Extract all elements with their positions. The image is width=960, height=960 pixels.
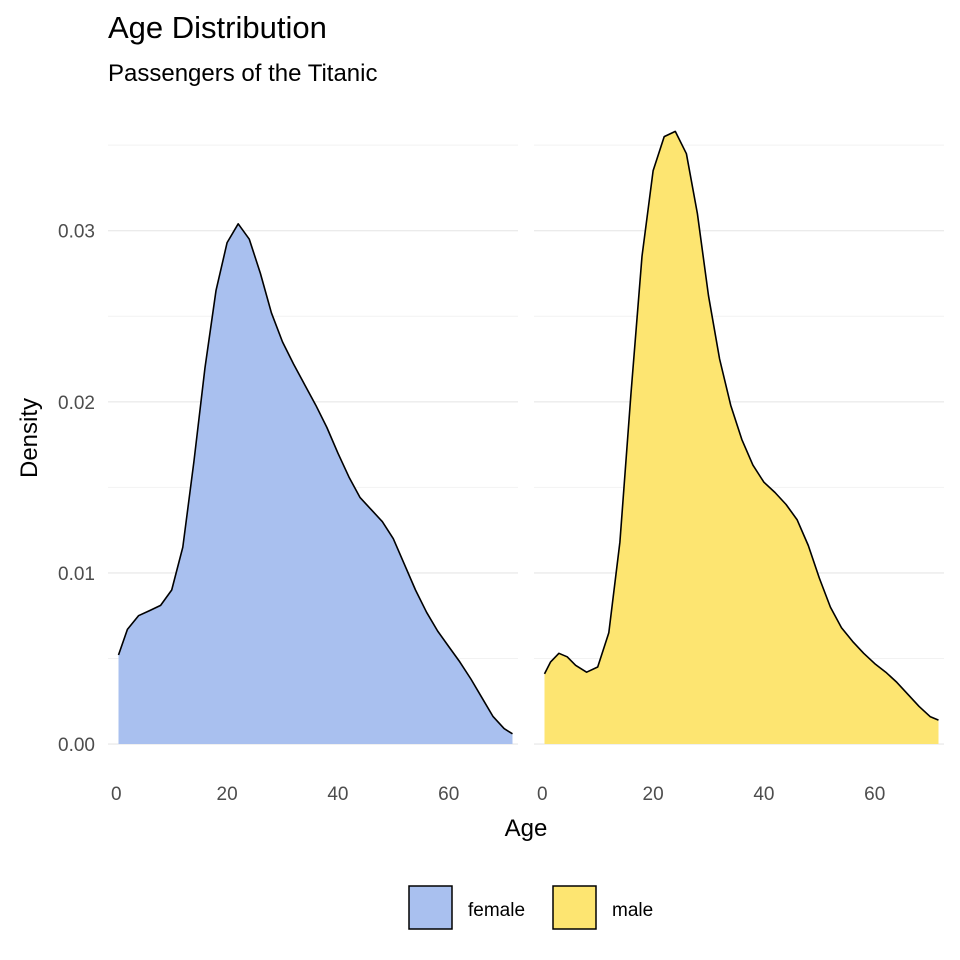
x-tick-label: 40 <box>753 784 774 805</box>
x-axis-ticks: 0 20 40 60 0 20 40 60 <box>111 784 885 805</box>
y-tick-label: 0.00 <box>58 735 95 756</box>
chart-title: Age Distribution <box>108 10 327 45</box>
legend-key-male <box>552 885 597 930</box>
density-area-male <box>544 131 939 744</box>
y-tick-label: 0.02 <box>58 393 95 414</box>
legend-label-female: female <box>468 900 525 921</box>
facet-panels <box>108 130 944 745</box>
x-tick-label: 0 <box>537 784 548 805</box>
legend: female male <box>408 885 653 930</box>
x-tick-label: 0 <box>111 784 122 805</box>
chart-subtitle: Passengers of the Titanic <box>108 60 378 87</box>
y-axis-title: Density <box>16 398 43 478</box>
x-tick-label: 60 <box>864 784 885 805</box>
y-tick-label: 0.03 <box>58 222 95 243</box>
x-tick-label: 60 <box>438 784 459 805</box>
facet-panel-male <box>534 130 944 745</box>
density-outline-male <box>543 130 939 721</box>
legend-item-male: male <box>552 885 653 930</box>
x-tick-label: 40 <box>327 784 348 805</box>
legend-item-female: female <box>408 885 525 930</box>
y-axis-ticks: 0.00 0.01 0.02 0.03 <box>58 222 95 756</box>
y-tick-label: 0.01 <box>58 564 95 585</box>
x-axis-title: Age <box>505 815 548 842</box>
x-tick-label: 20 <box>217 784 238 805</box>
x-tick-label: 20 <box>643 784 664 805</box>
density-area-female <box>118 223 513 745</box>
legend-label-male: male <box>612 900 653 921</box>
legend-key-female <box>408 885 453 930</box>
density-outline-female <box>117 223 513 735</box>
facet-panel-female <box>108 144 518 745</box>
